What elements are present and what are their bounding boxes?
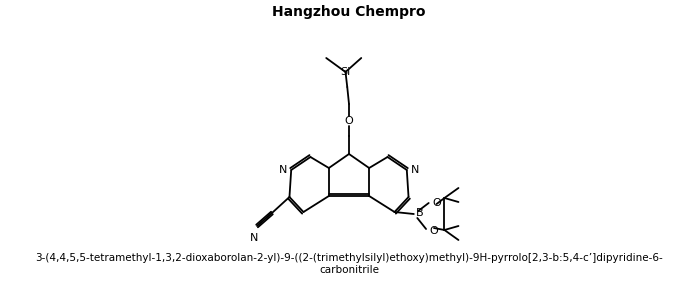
Text: Hangzhou Chempro: Hangzhou Chempro [272,5,426,19]
Text: N: N [411,165,419,175]
Text: 3-(4,4,5,5-tetramethyl-1,3,2-dioxaborolan-2-yl)-9-((2-(trimethylsilyl)ethoxy)met: 3-(4,4,5,5-tetramethyl-1,3,2-dioxaborola… [35,253,663,263]
Text: carbonitrile: carbonitrile [319,265,379,275]
Text: Si: Si [341,67,350,77]
Text: B: B [415,208,423,218]
Text: N: N [251,233,259,243]
Text: O: O [345,116,353,126]
Text: O: O [432,198,441,208]
Text: O: O [429,226,438,236]
Text: N: N [279,165,287,175]
